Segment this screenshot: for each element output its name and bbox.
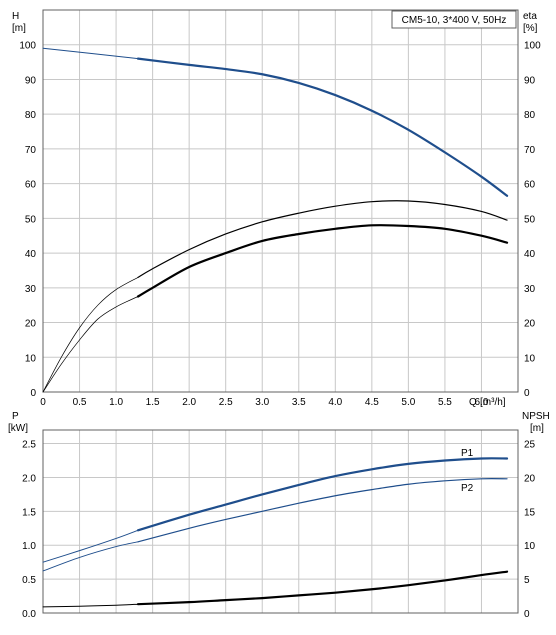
top-y-tick-right: 60 [524,180,536,191]
top-y-tick-right: 0 [524,388,530,399]
y-right-label: eta [523,11,537,22]
efficiency-pump-curve-line [136,224,509,298]
top-y-tick-left: 60 [25,180,37,191]
p2-power-curve-line [137,478,508,543]
x-tick: 3.0 [255,397,269,408]
x-tick: 0 [40,397,46,408]
top-y-tick-left: 0 [30,388,36,399]
top-y-tick-right: 100 [524,41,541,52]
power-axis-unit: [kW] [8,423,28,434]
power-tick: 1.0 [22,541,36,552]
power-tick: 2.0 [22,473,36,484]
head-curve-line-thin [42,47,139,60]
bottom-series [42,457,509,608]
bottom-y-ticks-left: 0.0 0.5 1.0 1.5 2.0 2.5 [22,440,36,620]
top-y-tick-left: 10 [25,353,37,364]
x-axis-unit: [m³/h] [480,397,506,408]
top-y-tick-right: 80 [524,110,536,121]
top-y-tick-left: 70 [25,145,37,156]
x-tick: 5.0 [401,397,415,408]
npsh-curve-line-thin [42,603,139,608]
x-tick: 3.5 [292,397,306,408]
x-tick: 4.0 [328,397,342,408]
npsh-curve-line [136,570,509,606]
top-y-tick-right: 50 [524,214,536,225]
x-tick: 5.5 [438,397,452,408]
top-y-tick-right: 90 [524,75,536,86]
efficiency-total-curve-line [137,200,508,278]
power-tick: 0.0 [22,609,36,620]
top-y-tick-left: 50 [25,214,37,225]
top-plot-frame [42,9,519,393]
p1-power-curve-line-thin [42,529,139,563]
power-npsh-panel: 0.0 0.5 1.0 1.5 2.0 2.5 0 5 10 15 20 25 P [kW] NPS… [8,411,550,620]
top-y-tick-left: 100 [19,41,36,52]
head-curve-line [136,57,509,197]
power-tick: 1.5 [22,507,36,518]
top-y-tick-right: 40 [524,249,536,260]
p2-power-curve-line-thin [42,541,139,572]
bottom-y-ticks-right: 0 5 10 15 20 25 [524,440,536,620]
x-tick: 1.0 [109,397,123,408]
p1-power-curve-line [136,457,509,532]
p2-series-label: P2 [461,483,474,494]
title-box [391,10,517,29]
npsh-tick: 20 [524,473,536,484]
npsh-axis-label: NPSH [522,411,550,422]
top-y-ticks-left: 0 10 20 30 40 50 60 70 80 90 100 [19,41,36,399]
power-axis-label: P [12,411,19,422]
x-tick: 1.5 [146,397,160,408]
top-y-tick-left: 30 [25,284,37,295]
top-y-tick-right: 20 [524,319,536,330]
x-axis-label: Q [469,397,477,408]
p1-series-label: P1 [461,448,474,459]
power-tick: 0.5 [22,575,36,586]
top-y-tick-left: 90 [25,75,37,86]
npsh-tick: 0 [524,609,530,620]
top-y-tick-right: 10 [524,353,536,364]
x-tick: 4.5 [365,397,379,408]
top-y-tick-left: 40 [25,249,37,260]
top-y-tick-left: 80 [25,110,37,121]
x-tick: 0.5 [73,397,87,408]
efficiency-pump-curve-line-thin [42,296,139,393]
x-tick: 6.0 [475,397,489,408]
y-right-unit: [%] [523,23,538,34]
top-series [42,47,509,393]
npsh-tick: 15 [524,507,536,518]
top-y-ticks-right: 0 10 20 30 40 50 60 70 80 90 100 [524,41,541,399]
x-tick: 2.5 [219,397,233,408]
y-left-unit: [m] [12,23,26,34]
efficiency-total-curve-line-thin [42,277,139,393]
chart-title: CM5-10, 3*400 V, 50Hz [402,15,507,26]
y-left-label: H [12,11,19,22]
top-y-tick-left: 20 [25,319,37,330]
top-y-tick-right: 70 [524,145,536,156]
npsh-tick: 5 [524,575,530,586]
head-efficiency-panel: 0 10 20 30 40 50 60 70 80 90 100 0 10 20 30 40 50 60 70 80… [12,9,541,408]
npsh-tick: 10 [524,541,536,552]
top-y-tick-right: 30 [524,284,536,295]
top-x-ticks: 0 0.5 1.0 1.5 2.0 2.5 3.0 3.5 4.0 4.5 5.0 5.5 6.0 [40,397,489,408]
npsh-tick: 25 [524,440,536,451]
bottom-plot-frame [42,429,519,614]
x-tick: 2.0 [182,397,196,408]
power-tick: 2.5 [22,440,36,451]
npsh-axis-unit: [m] [530,423,544,434]
